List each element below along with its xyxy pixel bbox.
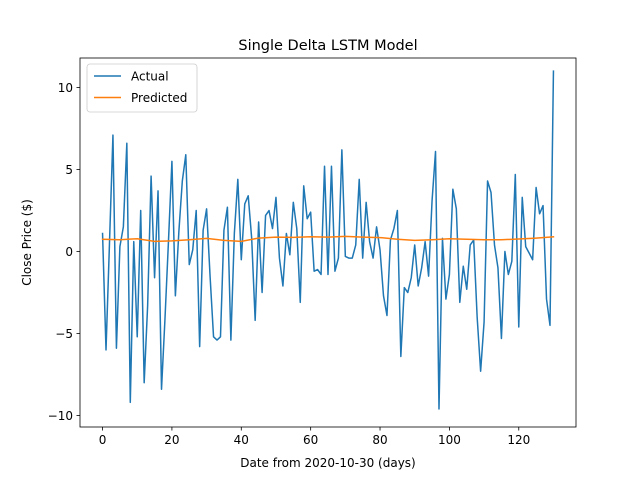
x-axis-title: Date from 2020-10-30 (days): [240, 456, 415, 470]
x-axis: 0 20 40 60 80 100 120: [99, 427, 530, 447]
legend-label-predicted: Predicted: [131, 91, 187, 105]
x-tick-label: 40: [234, 433, 249, 447]
y-tick-label: 5: [65, 163, 73, 177]
y-tick-label: 0: [65, 245, 73, 259]
x-tick-label: 100: [438, 433, 461, 447]
legend-label-actual: Actual: [131, 69, 169, 83]
series-line-actual: [101, 70, 555, 410]
chart-title: Single Delta LSTM Model: [238, 38, 417, 54]
x-tick-label: 120: [507, 433, 530, 447]
x-tick-label: 0: [99, 433, 107, 447]
legend: Actual Predicted: [86, 63, 198, 113]
y-axis-title: Close Price ($): [20, 199, 34, 286]
x-tick-label: 20: [164, 433, 179, 447]
y-tick-label: −5: [55, 327, 73, 341]
y-tick-label: 10: [58, 81, 73, 95]
plot-frame: [79, 57, 577, 428]
series-layer: [101, 70, 555, 410]
x-tick-label: 80: [372, 433, 387, 447]
series-line-predicted: [101, 235, 555, 243]
y-axis: −10 −5 0 5 10: [48, 81, 80, 423]
y-tick-label: −10: [48, 409, 73, 423]
x-tick-label: 60: [303, 433, 318, 447]
